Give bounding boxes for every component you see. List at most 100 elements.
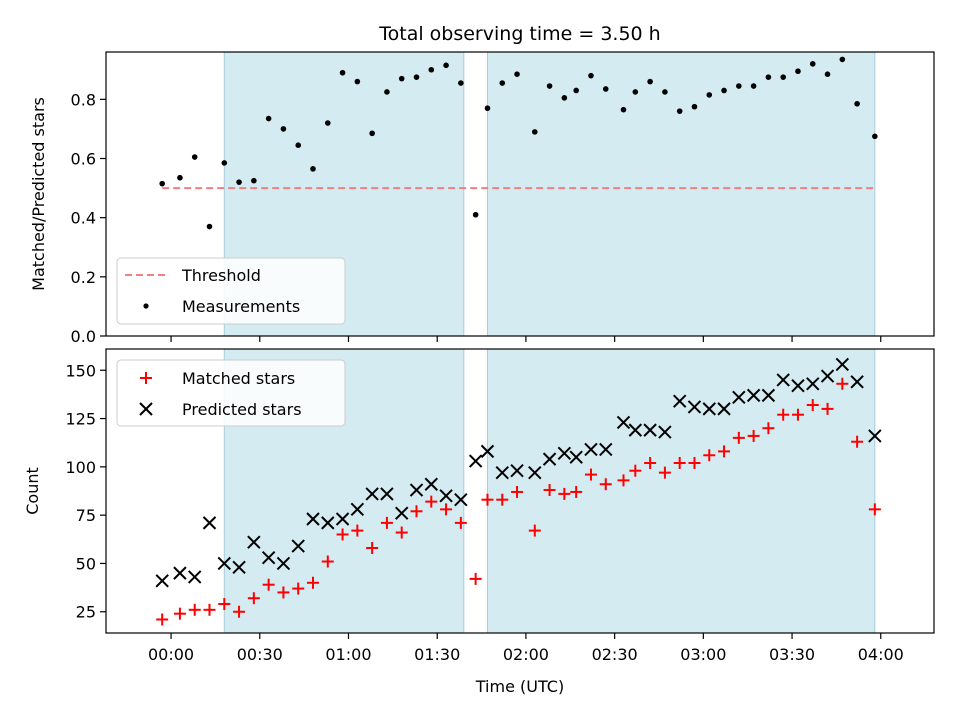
predicted-star-point (835, 357, 850, 372)
measurement-point (265, 115, 272, 122)
bottom-legend: Matched stars Predicted stars (116, 359, 346, 427)
y-tick-label: 25 (76, 603, 96, 622)
y-tick-label: 0.6 (71, 150, 96, 169)
top-x-ticks (170, 336, 882, 342)
predicted-star-point (542, 452, 557, 466)
predicted-star-point (599, 442, 613, 457)
matched-star-point (868, 503, 881, 516)
legend-measurements-swatch (143, 303, 149, 309)
matched-star-point (747, 429, 760, 442)
x-axis-label: Time (UTC) (475, 677, 564, 696)
matched-star-point (511, 485, 524, 498)
matched-star-point (454, 516, 467, 529)
predicted-star-point (409, 483, 424, 497)
predicted-star-point (291, 539, 305, 553)
predicted-star-point (188, 570, 202, 584)
predicted-star-point (687, 400, 702, 414)
matched-star-point (469, 572, 482, 585)
matched-star-point (629, 464, 642, 477)
predicted-star-point (628, 423, 643, 437)
predicted-star-point (732, 390, 746, 405)
predicted-star-point (557, 446, 572, 461)
predicted-star-point (761, 388, 776, 403)
predicted-star-point (350, 502, 365, 517)
matched-star-point (156, 613, 169, 626)
predicted-star-point (820, 369, 835, 383)
measurement-points (159, 56, 878, 230)
predicted-star-point (791, 379, 805, 393)
predicted-star-point (702, 402, 716, 416)
x-tick-label: 03:30 (769, 645, 815, 664)
matched-star-point (617, 474, 630, 487)
measurement-point (872, 133, 878, 140)
predicted-star-point (480, 444, 495, 459)
measurement-point (765, 74, 772, 80)
measurement-point (206, 223, 213, 230)
measurement-point (824, 71, 831, 77)
matched-star-point (558, 487, 571, 500)
chart-title: Total observing time = 3.50 h (378, 23, 660, 45)
measurement-point (354, 78, 361, 85)
top-y-ticks: 0.0 0.2 0.4 0.6 0.8 (71, 90, 106, 346)
predicted-star-point (717, 402, 731, 416)
y-tick-label: 0.8 (71, 90, 96, 109)
predicted-star-point (155, 574, 169, 588)
predicted-star-point (380, 487, 394, 501)
measurement-point (251, 177, 257, 184)
matched-star-point (732, 431, 745, 444)
measurement-point (691, 103, 698, 110)
predicted-star-point (569, 450, 583, 464)
legend-predicted-swatch (139, 402, 153, 416)
x-tick-label: 00:30 (237, 645, 283, 664)
matched-star-point (336, 528, 349, 541)
measurement-point (384, 89, 390, 95)
top-shaded-intervals (223, 51, 876, 337)
bottom-x-ticks: 00:00 00:30 01:00 01:30 02:00 02:30 03:00 03:30… (148, 633, 904, 664)
measurement-point (647, 78, 653, 85)
predicted-star-point (806, 377, 820, 391)
measurement-point (795, 68, 801, 75)
matched-star-point (762, 422, 775, 435)
matched-star-point (791, 408, 804, 421)
matched-star-point (351, 524, 364, 537)
matched-stars-points (156, 377, 881, 626)
matched-star-point (599, 478, 612, 491)
predicted-star-point (510, 464, 524, 478)
y-tick-label: 0.2 (71, 268, 96, 287)
measurement-point (221, 160, 228, 166)
predicted-star-point (584, 442, 598, 457)
matched-star-point (233, 605, 246, 618)
predicted-star-point (495, 465, 509, 480)
predicted-stars-points (155, 357, 882, 588)
x-tick-label: 02:30 (592, 645, 638, 664)
y-tick-label: 0.4 (71, 209, 96, 228)
bottom-legend-box (116, 359, 346, 427)
predicted-star-point (439, 489, 453, 503)
predicted-star-point (306, 512, 320, 526)
predicted-star-point (643, 423, 657, 437)
matched-star-point (496, 493, 509, 506)
x-tick-label: 04:00 (858, 645, 904, 664)
matched-star-point (410, 505, 423, 518)
ratio-panel: 0.00.20.40.60.8 Matched/Predicted stars … (29, 51, 935, 346)
predicted-star-point (395, 506, 409, 520)
predicted-star-point (261, 550, 276, 565)
predicted-star-point (365, 487, 379, 501)
matched-star-point (821, 402, 834, 415)
predicted-star-point (468, 454, 483, 468)
matched-star-point (644, 456, 657, 469)
measurement-point (736, 83, 742, 89)
x-tick-label: 01:00 (325, 645, 371, 664)
matched-star-point (481, 493, 494, 506)
measurement-point (531, 129, 538, 135)
measurement-point (632, 89, 639, 95)
matched-star-point (173, 607, 186, 620)
legend-matched-swatch (140, 372, 152, 384)
predicted-star-point (276, 556, 291, 571)
matched-star-point (584, 468, 597, 481)
predicted-star-point (850, 375, 864, 389)
y-tick-label: 100 (65, 458, 96, 477)
matched-star-point (218, 598, 231, 611)
matched-star-point (570, 485, 583, 498)
predicted-star-point (321, 516, 335, 530)
